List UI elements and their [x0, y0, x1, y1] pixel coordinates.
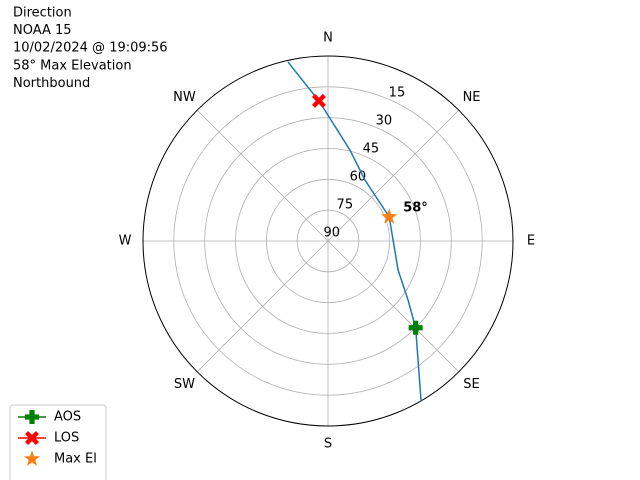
r-tick-label: 90	[324, 225, 341, 240]
theta-tick-label: S	[324, 437, 332, 452]
r-tick-label: 15	[389, 86, 406, 101]
r-tick-label: 45	[363, 142, 380, 157]
marker-x	[311, 93, 326, 108]
legend-label: LOS	[54, 431, 79, 446]
r-tick-label: 75	[337, 197, 354, 212]
outer-frame	[142, 55, 514, 427]
legend: AOS LOS Max El	[9, 404, 107, 480]
theta-tick-label: SW	[174, 377, 195, 392]
title-line: 10/02/2024 @ 19:09:56	[13, 41, 168, 56]
title-line: Direction	[13, 6, 72, 21]
theta-tick-label: NE	[463, 90, 481, 105]
title-line: 58° Max Elevation	[13, 58, 132, 73]
grid-spoke	[196, 109, 329, 242]
title-line: Northbound	[13, 76, 90, 91]
theta-tick-label: N	[323, 31, 333, 46]
theta-tick-label: NW	[173, 90, 196, 105]
marker-star	[381, 208, 398, 224]
marker-plus	[25, 410, 39, 424]
grid-spoke	[196, 240, 329, 373]
theta-tick-label: E	[527, 234, 535, 249]
legend-label: AOS	[54, 410, 81, 425]
grid-spoke	[327, 240, 460, 373]
theta-tick-label: SE	[463, 377, 479, 392]
r-tick-label: 30	[376, 114, 393, 129]
grid-spoke	[327, 109, 460, 242]
marker-star	[23, 450, 41, 466]
legend-label: Max El	[54, 452, 97, 467]
marker-x	[25, 431, 39, 445]
annotation: 58°	[403, 200, 428, 215]
title-line: NOAA 15	[13, 23, 72, 38]
theta-tick-label: W	[119, 234, 132, 249]
marker-plus	[408, 320, 423, 335]
track-line	[287, 61, 422, 401]
